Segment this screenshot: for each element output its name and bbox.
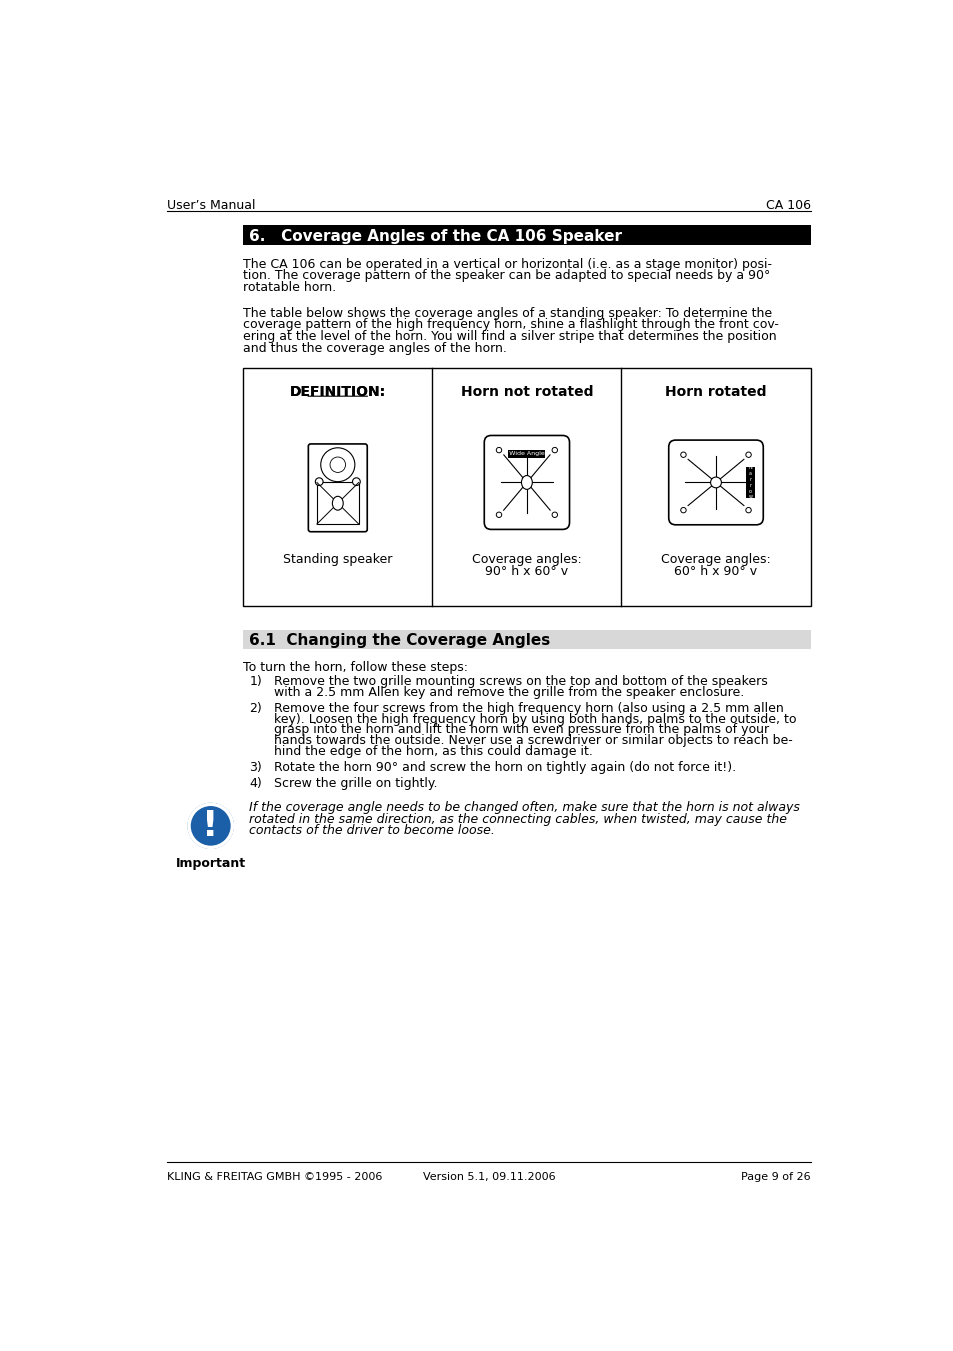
FancyBboxPatch shape: [243, 631, 810, 648]
Ellipse shape: [521, 476, 532, 489]
Text: CA 106: CA 106: [764, 199, 810, 212]
Circle shape: [187, 802, 233, 848]
Text: key). Loosen the high frequency horn by using both hands, palms to the outside, : key). Loosen the high frequency horn by …: [274, 713, 796, 725]
Text: To turn the horn, follow these steps:: To turn the horn, follow these steps:: [243, 661, 468, 674]
Text: 6.1  Changing the Coverage Angles: 6.1 Changing the Coverage Angles: [249, 632, 550, 647]
Text: Screw the grille on tightly.: Screw the grille on tightly.: [274, 777, 437, 790]
Text: Version 5.1, 09.11.2006: Version 5.1, 09.11.2006: [422, 1171, 555, 1182]
Circle shape: [315, 478, 323, 485]
Circle shape: [353, 478, 360, 485]
Text: DEFINITION:: DEFINITION:: [290, 385, 385, 399]
Circle shape: [680, 453, 685, 458]
Text: Remove the two grille mounting screws on the top and bottom of the speakers: Remove the two grille mounting screws on…: [274, 676, 767, 688]
Text: Page 9 of 26: Page 9 of 26: [740, 1171, 810, 1182]
FancyBboxPatch shape: [508, 450, 545, 458]
Circle shape: [330, 457, 345, 473]
FancyBboxPatch shape: [745, 467, 754, 497]
Text: Coverage angles:: Coverage angles:: [660, 554, 770, 566]
Text: 4): 4): [249, 777, 262, 790]
Ellipse shape: [710, 477, 720, 488]
Text: with a 2.5 mm Allen key and remove the grille from the speaker enclosure.: with a 2.5 mm Allen key and remove the g…: [274, 686, 743, 698]
Text: tion. The coverage pattern of the speaker can be adapted to special needs by a 9: tion. The coverage pattern of the speake…: [243, 269, 770, 282]
Text: Horn rotated: Horn rotated: [664, 385, 766, 399]
Text: and thus the coverage angles of the horn.: and thus the coverage angles of the horn…: [243, 342, 507, 354]
Text: 3): 3): [249, 761, 262, 774]
Text: 90° h x 60° v: 90° h x 60° v: [485, 565, 568, 578]
FancyBboxPatch shape: [316, 482, 358, 524]
Text: contacts of the driver to become loose.: contacts of the driver to become loose.: [249, 824, 495, 838]
Text: If the coverage angle needs to be changed often, make sure that the horn is not : If the coverage angle needs to be change…: [249, 801, 800, 815]
Text: rotatable horn.: rotatable horn.: [243, 281, 336, 293]
Text: KLING & FREITAG GMBH ©1995 - 2006: KLING & FREITAG GMBH ©1995 - 2006: [167, 1171, 382, 1182]
Circle shape: [552, 447, 557, 453]
FancyBboxPatch shape: [484, 435, 569, 530]
Circle shape: [745, 508, 750, 513]
Text: 2): 2): [249, 703, 262, 715]
Text: 1): 1): [249, 676, 262, 688]
FancyBboxPatch shape: [668, 440, 762, 524]
Text: Remove the four screws from the high frequency horn (also using a 2.5 mm allen: Remove the four screws from the high fre…: [274, 703, 783, 715]
Text: Coverage angles:: Coverage angles:: [472, 554, 581, 566]
Text: DEFINITION:: DEFINITION:: [290, 385, 385, 399]
Text: 6.   Coverage Angles of the CA 106 Speaker: 6. Coverage Angles of the CA 106 Speaker: [249, 228, 621, 243]
Circle shape: [496, 447, 501, 453]
Text: N
a
r
r
o
w: N a r r o w: [748, 466, 752, 500]
Text: Rotate the horn 90° and screw the horn on tightly again (do not force it!).: Rotate the horn 90° and screw the horn o…: [274, 761, 736, 774]
Text: grasp into the horn and lift the horn with even pressure from the palms of your: grasp into the horn and lift the horn wi…: [274, 723, 768, 736]
Text: hind the edge of the horn, as this could damage it.: hind the edge of the horn, as this could…: [274, 744, 593, 758]
Text: coverage pattern of the high frequency horn, shine a flashlight through the fron: coverage pattern of the high frequency h…: [243, 319, 779, 331]
Circle shape: [189, 804, 233, 847]
Text: The table below shows the coverage angles of a standing speaker: To determine th: The table below shows the coverage angle…: [243, 307, 772, 320]
Text: Horn not rotated: Horn not rotated: [460, 385, 593, 399]
Text: hands towards the outside. Never use a screwdriver or similar objects to reach b: hands towards the outside. Never use a s…: [274, 734, 792, 747]
Circle shape: [320, 447, 355, 482]
Circle shape: [552, 512, 557, 517]
FancyBboxPatch shape: [308, 444, 367, 532]
Text: The CA 106 can be operated in a vertical or horizontal (i.e. as a stage monitor): The CA 106 can be operated in a vertical…: [243, 258, 771, 270]
FancyBboxPatch shape: [243, 226, 810, 246]
Text: ering at the level of the horn. You will find a silver stripe that determines th: ering at the level of the horn. You will…: [243, 330, 776, 343]
Text: Important: Important: [175, 857, 246, 870]
Circle shape: [745, 453, 750, 458]
Text: User’s Manual: User’s Manual: [167, 199, 255, 212]
Text: 60° h x 90° v: 60° h x 90° v: [674, 565, 757, 578]
Text: rotated in the same direction, as the connecting cables, when twisted, may cause: rotated in the same direction, as the co…: [249, 813, 786, 825]
FancyBboxPatch shape: [243, 369, 810, 605]
Circle shape: [680, 508, 685, 513]
Ellipse shape: [332, 496, 343, 511]
Text: !: !: [202, 809, 219, 843]
Text: ← Wide Angle →: ← Wide Angle →: [501, 451, 552, 457]
Text: Standing speaker: Standing speaker: [283, 554, 392, 566]
Circle shape: [496, 512, 501, 517]
